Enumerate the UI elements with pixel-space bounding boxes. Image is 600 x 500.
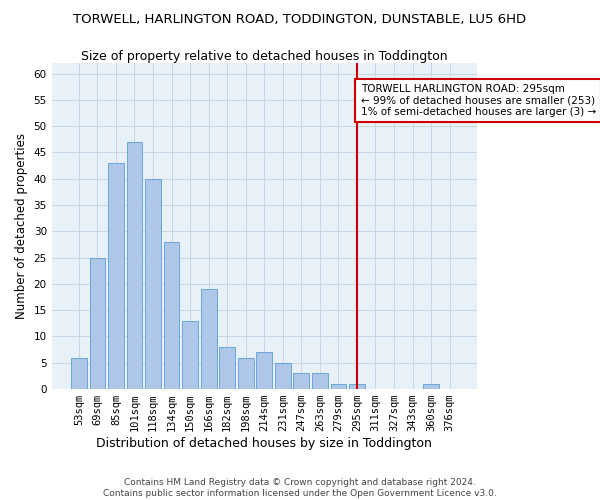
Bar — [71, 358, 87, 389]
Y-axis label: Number of detached properties: Number of detached properties — [15, 133, 28, 319]
X-axis label: Distribution of detached houses by size in Toddington: Distribution of detached houses by size … — [97, 437, 432, 450]
Bar — [182, 320, 198, 389]
Bar — [201, 289, 217, 389]
Bar — [423, 384, 439, 389]
Text: TORWELL HARLINGTON ROAD: 295sqm
← 99% of detached houses are smaller (253)
1% of: TORWELL HARLINGTON ROAD: 295sqm ← 99% of… — [361, 84, 596, 117]
Bar — [238, 358, 254, 389]
Bar — [219, 347, 235, 389]
Bar — [127, 142, 142, 389]
Bar — [293, 374, 309, 389]
Bar — [89, 258, 105, 389]
Bar — [256, 352, 272, 389]
Bar — [108, 163, 124, 389]
Bar — [312, 374, 328, 389]
Bar — [145, 178, 161, 389]
Bar — [164, 242, 179, 389]
Title: Size of property relative to detached houses in Toddington: Size of property relative to detached ho… — [81, 50, 448, 63]
Bar — [349, 384, 365, 389]
Bar — [331, 384, 346, 389]
Bar — [275, 363, 290, 389]
Text: Contains HM Land Registry data © Crown copyright and database right 2024.
Contai: Contains HM Land Registry data © Crown c… — [103, 478, 497, 498]
Text: TORWELL, HARLINGTON ROAD, TODDINGTON, DUNSTABLE, LU5 6HD: TORWELL, HARLINGTON ROAD, TODDINGTON, DU… — [73, 12, 527, 26]
